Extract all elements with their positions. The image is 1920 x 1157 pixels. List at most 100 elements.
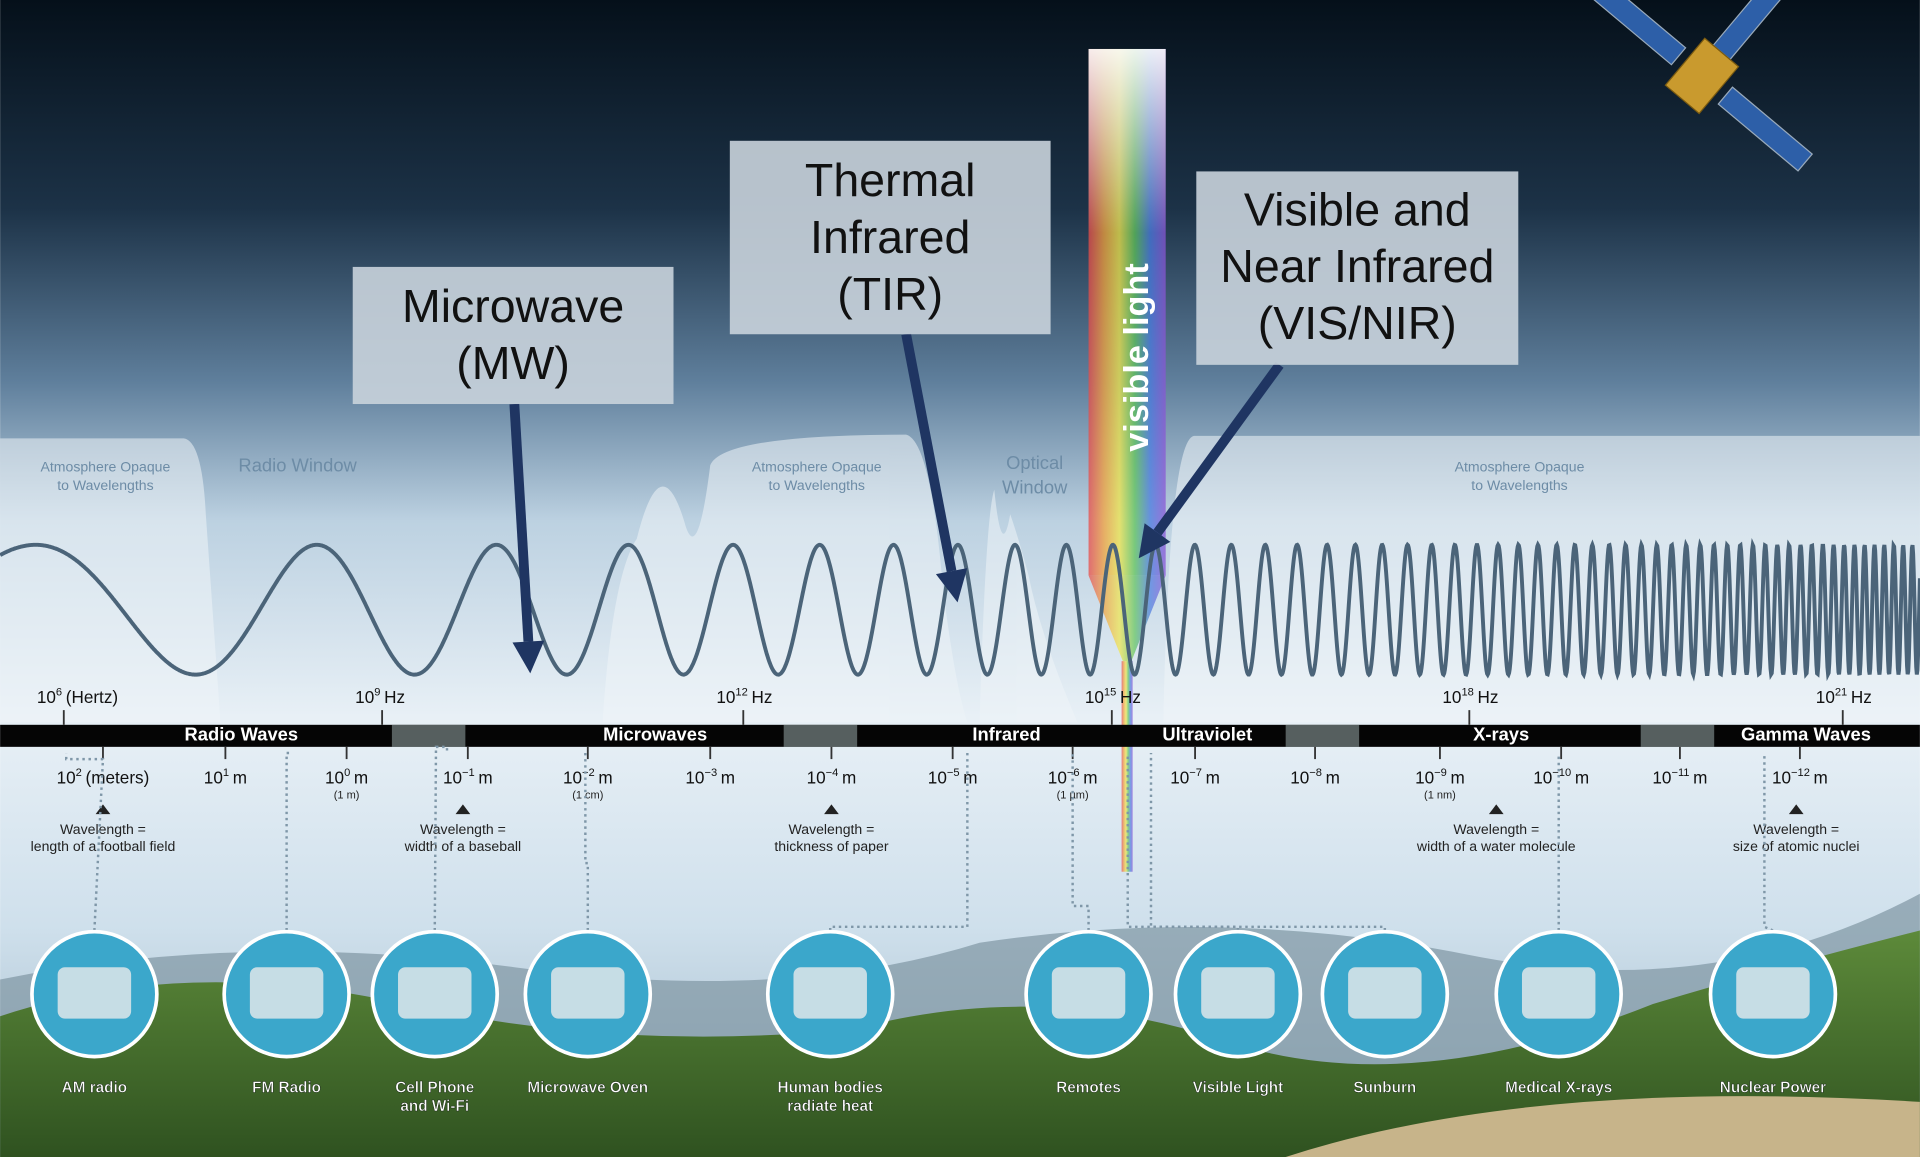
callout-text: Near Infrared (1220, 240, 1494, 292)
wavelength-note: (1 m) (334, 789, 360, 801)
base: 10 (1170, 768, 1189, 788)
comparison-text: Wavelength = (789, 821, 875, 837)
base: 10 (204, 768, 223, 788)
callout-text: Thermal (805, 154, 976, 206)
unit: (meters) (86, 768, 150, 788)
base: 10 (325, 768, 344, 788)
source-glyph (58, 967, 131, 1018)
base: 10 (443, 768, 462, 788)
exponent: 18 (1461, 686, 1473, 698)
unit: m (233, 768, 247, 788)
wavelength-note: (1 nm) (1424, 789, 1456, 801)
exponent: 15 (1104, 686, 1116, 698)
frequency-label: 106 (Hertz) (37, 686, 118, 706)
unit: m (1326, 768, 1340, 788)
exponent: 2 (76, 767, 82, 779)
unit: Hz (1120, 687, 1141, 707)
exponent: −11 (1671, 767, 1689, 779)
comparison-text: thickness of paper (774, 838, 888, 854)
band-label: Radio Waves (185, 724, 299, 745)
exponent: −4 (826, 767, 839, 779)
source-label: Nuclear Power (1720, 1079, 1826, 1096)
atmosphere-label: to Wavelengths (1471, 477, 1567, 493)
exponent: 6 (56, 686, 62, 698)
source-label: Cell Phone (395, 1079, 474, 1096)
band-label: X-rays (1473, 724, 1529, 745)
wavelength-note: (1 cm) (572, 789, 603, 801)
base: 10 (37, 687, 56, 707)
exponent: 21 (1835, 686, 1847, 698)
unit: m (963, 768, 977, 788)
source-label: radiate heat (787, 1098, 873, 1115)
comparison-text: Wavelength = (60, 821, 146, 837)
source-glyph (1052, 967, 1125, 1018)
callout-text: Visible and (1244, 183, 1471, 235)
unit: Hz (384, 687, 405, 707)
atmosphere-label: Optical (1006, 452, 1063, 473)
source-glyph (1736, 967, 1809, 1018)
base: 10 (1816, 687, 1835, 707)
callout-text: (VIS/NIR) (1258, 297, 1457, 349)
source-glyph (1348, 967, 1421, 1018)
base: 10 (1415, 768, 1434, 788)
comparison-text: width of a baseball (404, 838, 521, 854)
base: 10 (1772, 768, 1791, 788)
callout-text: Infrared (810, 211, 970, 263)
source-glyph (398, 967, 471, 1018)
unit: m (598, 768, 612, 788)
atmosphere-label: to Wavelengths (769, 477, 865, 493)
unit: m (478, 768, 492, 788)
base: 10 (807, 768, 826, 788)
unit: Hz (751, 687, 772, 707)
comparison-text: Wavelength = (420, 821, 506, 837)
base: 10 (716, 687, 735, 707)
base: 10 (1652, 768, 1671, 788)
band-label: Ultraviolet (1162, 724, 1252, 745)
base: 10 (685, 768, 704, 788)
comparison-text: size of atomic nuclei (1733, 838, 1860, 854)
callout-text: (TIR) (837, 268, 943, 320)
comparison-text: length of a football field (31, 838, 176, 854)
exponent: −1 (462, 767, 475, 779)
base: 10 (928, 768, 947, 788)
comparison-text: Wavelength = (1453, 821, 1539, 837)
source-label: Microwave Oven (527, 1079, 648, 1096)
atmosphere-label: to Wavelengths (57, 477, 153, 493)
unit: m (721, 768, 735, 788)
source-glyph (1522, 967, 1595, 1018)
source-label: Human bodies (778, 1079, 883, 1096)
base: 10 (355, 687, 374, 707)
unit: m (1206, 768, 1220, 788)
base: 10 (57, 768, 76, 788)
source-label: Medical X-rays (1505, 1079, 1612, 1096)
unit: m (1575, 768, 1589, 788)
band-label: Gamma Waves (1741, 724, 1871, 745)
source-glyph (250, 967, 323, 1018)
visible-label: visible light (1118, 263, 1156, 452)
comparison-text: width of a water molecule (1416, 838, 1576, 854)
exponent: −10 (1552, 767, 1571, 779)
band-label: Microwaves (603, 724, 707, 745)
atmosphere-label: Window (1002, 476, 1068, 497)
unit: m (1693, 768, 1707, 788)
source-label: FM Radio (252, 1079, 321, 1096)
exponent: 12 (735, 686, 747, 698)
exponent: −9 (1434, 767, 1447, 779)
band-blend (1641, 725, 1714, 747)
base: 10 (1290, 768, 1309, 788)
exponent: 9 (374, 686, 380, 698)
exponent: 1 (223, 767, 229, 779)
source-glyph (793, 967, 866, 1018)
exponent: −12 (1791, 767, 1810, 779)
unit: (Hertz) (66, 687, 118, 707)
base: 10 (1085, 687, 1104, 707)
source-glyph (551, 967, 624, 1018)
band-blend (784, 725, 857, 747)
exponent: −5 (947, 767, 960, 779)
base: 10 (563, 768, 582, 788)
callout-text: (MW) (456, 337, 570, 389)
atmosphere-label: Atmosphere Opaque (1455, 458, 1585, 474)
atmosphere-label: Atmosphere Opaque (752, 458, 882, 474)
source-label: Sunburn (1353, 1079, 1416, 1096)
unit: m (842, 768, 856, 788)
